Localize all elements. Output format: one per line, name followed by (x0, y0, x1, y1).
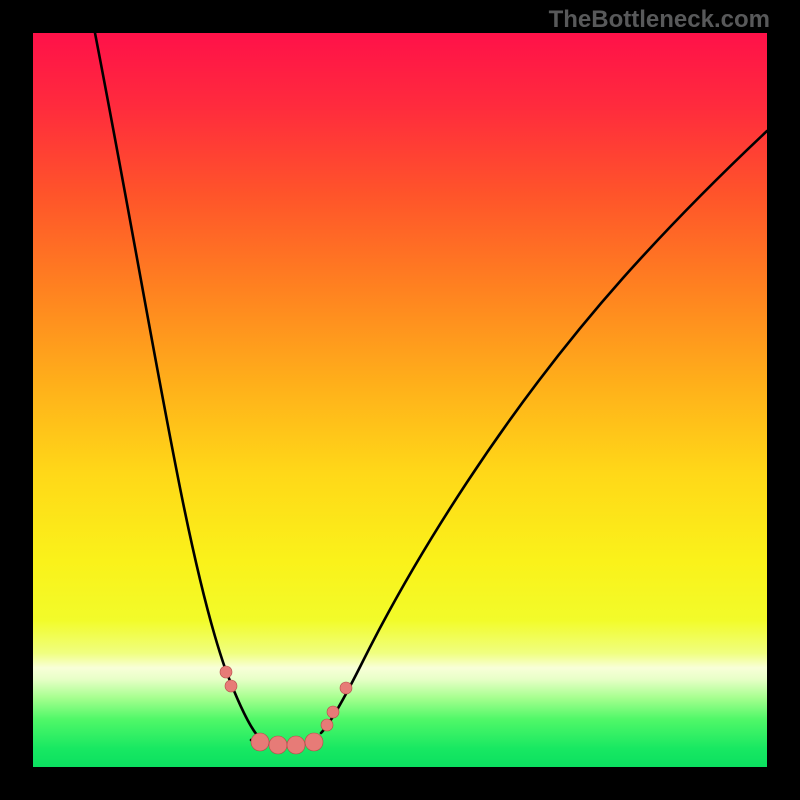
plot-background (33, 33, 767, 767)
chart-frame: TheBottleneck.com (0, 0, 800, 800)
data-dot (340, 682, 352, 694)
data-dot (269, 736, 287, 754)
plot-svg (33, 33, 767, 767)
data-dot (321, 719, 333, 731)
plot-area (33, 33, 767, 767)
watermark-text: TheBottleneck.com (549, 6, 770, 34)
data-dot (327, 706, 339, 718)
data-dot (251, 733, 269, 751)
data-dot (220, 666, 232, 678)
data-dot (305, 733, 323, 751)
data-dot (225, 680, 237, 692)
data-dot (287, 736, 305, 754)
